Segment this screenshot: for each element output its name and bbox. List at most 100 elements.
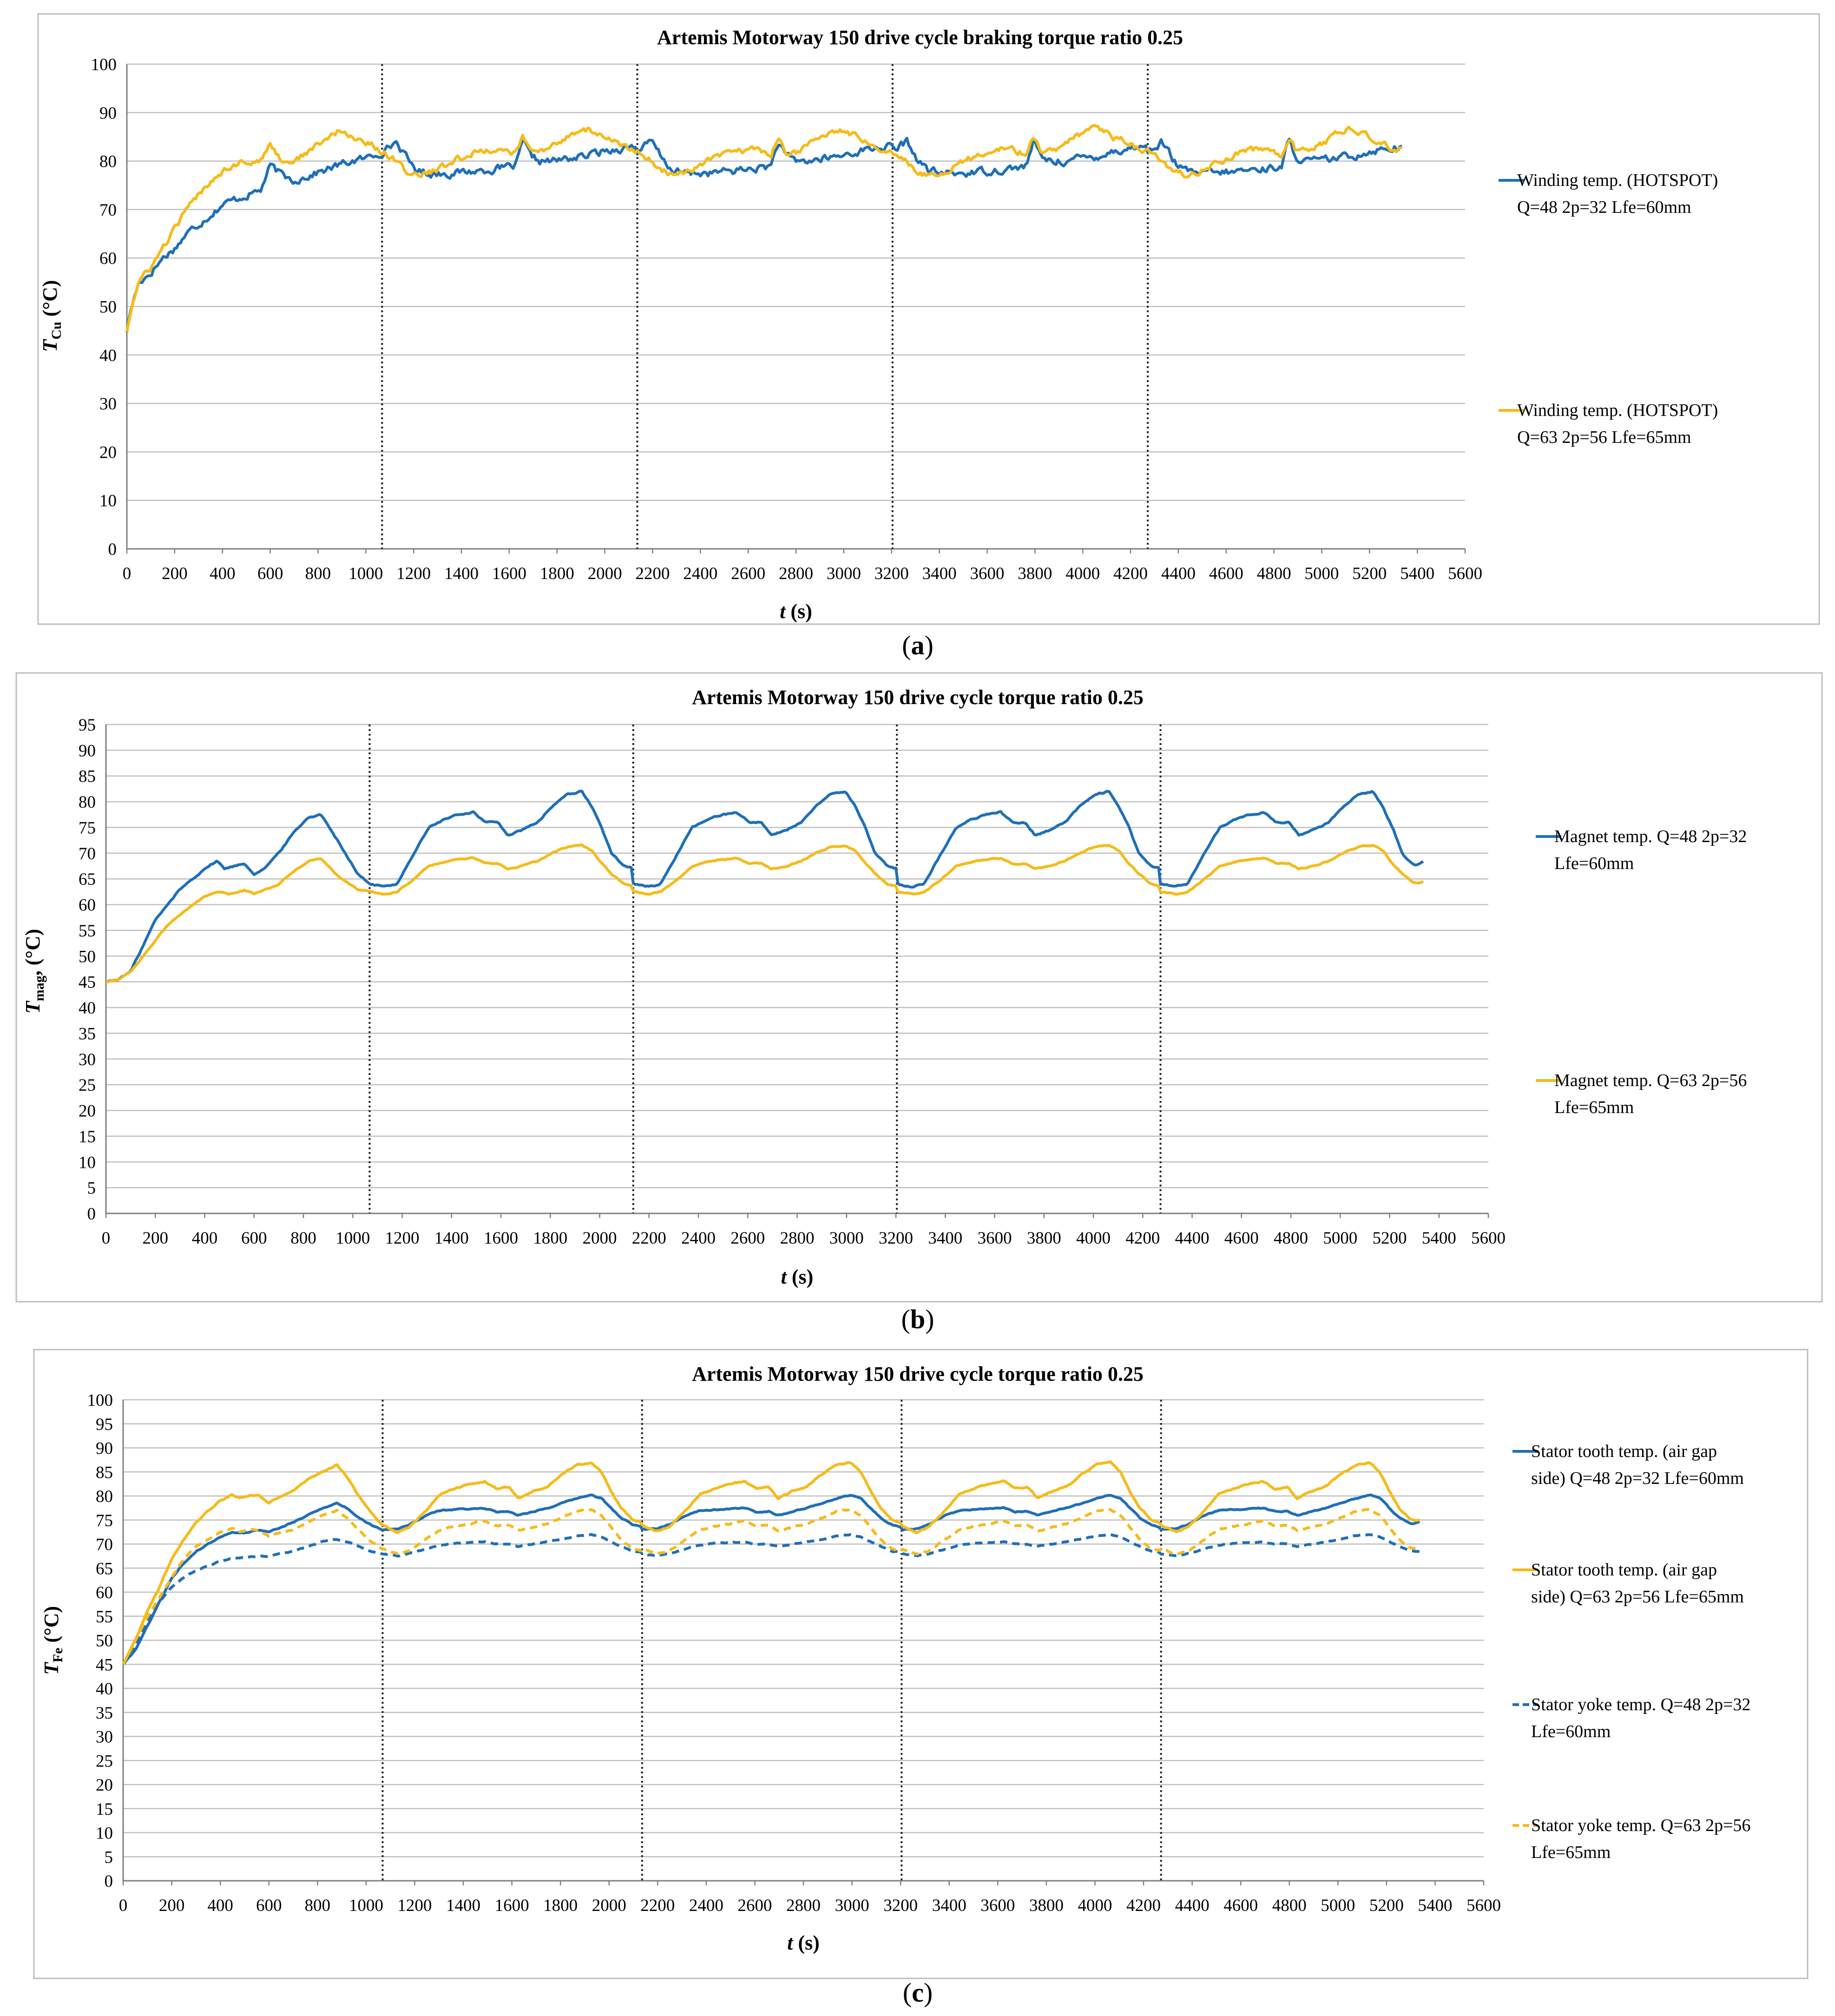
legend-label-1: Lfe=60mm: [1554, 854, 1634, 873]
x-tick-label: 5400: [1418, 1896, 1452, 1915]
series-line-3: [122, 1533, 1420, 1666]
y-axis-label-unit: (°C): [39, 280, 61, 322]
x-tick-label: 600: [241, 1229, 267, 1248]
legend-label-1: Stator tooth temp. (air gap: [1531, 1442, 1717, 1461]
legend-label-2: side) Q=63 2p=56 Lfe=65mm: [1531, 1587, 1744, 1607]
x-tick-label: 400: [207, 1896, 233, 1915]
panel-label-close: ): [924, 1977, 933, 2008]
series-line-4: [122, 1508, 1420, 1666]
x-tick-label: 5200: [1352, 564, 1387, 583]
y-axis-label-symbol: T: [21, 1000, 44, 1014]
y-tick-label: 90: [79, 741, 96, 760]
x-tick-label: 1600: [495, 1896, 529, 1915]
x-tick-label: 5600: [1448, 564, 1482, 583]
y-tick-label: 0: [105, 1872, 113, 1891]
panel-label-a: (a): [902, 630, 934, 660]
x-tick-label: 4000: [1076, 1229, 1111, 1248]
legend: Stator tooth temp. (air gap side) Q=48 2p…: [1513, 1442, 1750, 1862]
chart-panel-c: Artemis Motorway 150 drive cycle torque …: [33, 1349, 1809, 1979]
x-tick-label: 3600: [978, 1229, 1012, 1248]
y-tick-label: 75: [79, 818, 96, 837]
y-tick-label: 5: [105, 1848, 113, 1867]
y-tick-label: 35: [96, 1704, 113, 1723]
y-axis-label-symbol: T: [40, 1661, 63, 1675]
x-tick-labels: 0 200 400 600 800 1000 1200 1400 1600 1800 2000 220…: [102, 1229, 1506, 1248]
x-tick-label: 400: [210, 564, 236, 583]
x-tick-label: 4800: [1272, 1896, 1307, 1915]
x-tick-label: 4400: [1175, 1896, 1210, 1915]
x-tick-label: 800: [290, 1229, 316, 1248]
legend-label-3: Stator yoke temp. Q=48 2p=32: [1531, 1695, 1750, 1714]
y-tick-label: 10: [79, 1153, 96, 1172]
y-tick-labels: 0 5 10 15 20 25 30 35 40 45 50 55 60 65 70 75 80 85 90 95: [79, 716, 96, 1224]
legend-label-4: Lfe=65mm: [1531, 1843, 1611, 1862]
x-tick-label: 2200: [632, 1229, 666, 1248]
y-tick-label: 45: [96, 1655, 113, 1674]
x-tick-label: 1800: [540, 564, 574, 583]
y-tick-label: 15: [96, 1800, 113, 1819]
legend-label-2: Magnet temp. Q=63 2p=56: [1554, 1071, 1747, 1090]
panel-label-open: (: [902, 630, 911, 660]
legend-label-1: side) Q=48 2p=32 Lfe=60mm: [1531, 1469, 1744, 1488]
x-tick-label: 0: [119, 1896, 128, 1915]
y-tick-labels: 0 10 20 30 40 50 60 70 80 90 100: [91, 55, 117, 559]
x-tick-label: 5000: [1304, 564, 1339, 583]
y-tick-label: 95: [96, 1415, 113, 1434]
y-tick-label: 20: [99, 443, 117, 462]
y-tick-label: 35: [79, 1024, 96, 1043]
y-tick-label: 5: [87, 1179, 96, 1198]
x-tick-label: 1800: [533, 1229, 567, 1248]
y-axis-label-unit: (°C): [40, 1606, 63, 1648]
y-tick-label: 80: [96, 1487, 113, 1506]
x-axis-label: t (s): [780, 600, 812, 623]
x-axis-label: t (s): [781, 1265, 814, 1288]
y-tick-label: 0: [87, 1205, 96, 1224]
x-tick-label: 2200: [640, 1896, 675, 1915]
series-line-1: [105, 790, 1424, 984]
x-tick-label: 600: [257, 564, 283, 583]
chart-title: Artemis Motorway 150 drive cycle torque …: [692, 1363, 1144, 1385]
y-tick-label: 75: [96, 1511, 113, 1530]
series-line-1: [125, 137, 1403, 333]
x-tick-label: 5000: [1321, 1896, 1355, 1915]
y-tick-label: 100: [91, 55, 117, 74]
y-tick-label: 90: [96, 1439, 113, 1458]
x-tick-labels: 0 200 400 600 800 1000 1200 1400 1600 1800 2000 220…: [123, 564, 1482, 583]
y-tick-label: 30: [99, 395, 117, 414]
y-axis-label-subscript: mag: [32, 975, 47, 1001]
y-tick-label: 45: [79, 973, 96, 992]
x-tick-label: 2200: [635, 564, 670, 583]
x-tick-label: 5200: [1369, 1896, 1404, 1915]
y-axis-label-subscript: Cu: [49, 322, 64, 339]
x-axis-label: t (s): [787, 1931, 820, 1954]
x-tick-label: 1800: [543, 1896, 578, 1915]
y-tick-label: 25: [96, 1752, 113, 1771]
y-tick-label: 0: [108, 540, 117, 559]
chart-panel-b: Artemis Motorway 150 drive cycle torque …: [15, 672, 1823, 1303]
panel-label-letter: c: [912, 1977, 924, 2008]
x-tick-label: 4200: [1113, 564, 1148, 583]
x-tick-label: 4000: [1065, 564, 1100, 583]
x-tick-label: 4000: [1078, 1896, 1112, 1915]
series-line-1: [122, 1493, 1421, 1666]
x-tick-label: 1200: [396, 564, 431, 583]
x-tick-label: 1400: [444, 564, 479, 583]
chart-title: Artemis Motorway 150 drive cycle braking…: [657, 26, 1183, 49]
x-tick-label: 4400: [1175, 1229, 1210, 1248]
x-tick-label: 400: [192, 1229, 218, 1248]
y-tick-label: 55: [96, 1608, 113, 1627]
panel-label-letter: a: [911, 630, 925, 660]
series-line-2: [122, 1460, 1420, 1666]
x-tick-label: 4400: [1161, 564, 1196, 583]
gridlines: [123, 1399, 1484, 1882]
chart-title: Artemis Motorway 150 drive cycle torque …: [692, 686, 1144, 709]
y-tick-label: 85: [79, 767, 96, 786]
x-tick-label: 2000: [583, 1229, 617, 1248]
y-tick-label: 65: [79, 870, 96, 889]
x-tick-labels: 0 200 400 600 800 1000 1200 1400 1600 1800 2000 220…: [119, 1896, 1501, 1915]
y-tick-label: 70: [96, 1535, 113, 1555]
x-tick-label: 3800: [1027, 1229, 1061, 1248]
x-tick-label: 2400: [681, 1229, 716, 1248]
x-tick-label: 2400: [683, 564, 717, 583]
